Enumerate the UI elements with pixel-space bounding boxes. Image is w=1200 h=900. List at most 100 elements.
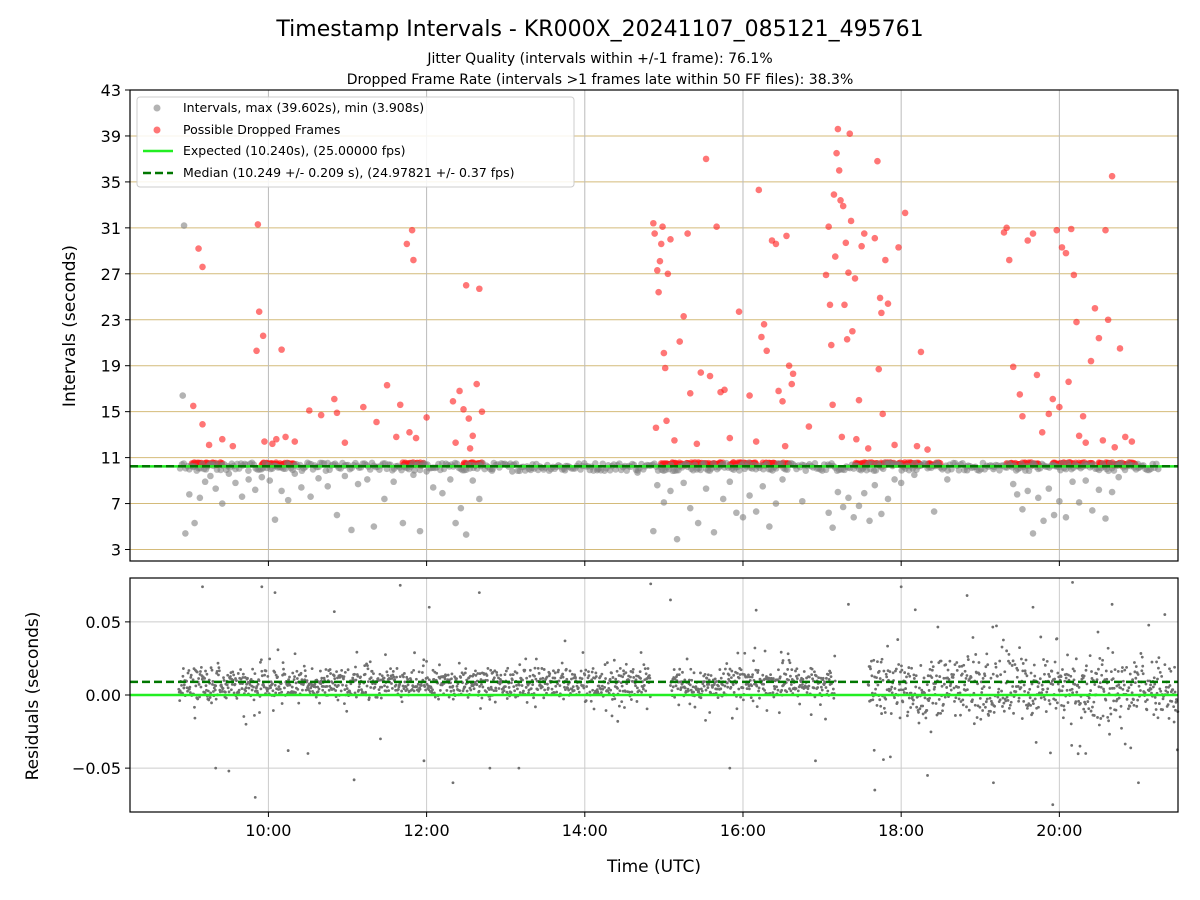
residual-point xyxy=(422,658,426,662)
residual-point xyxy=(1122,683,1126,687)
residual-point xyxy=(191,678,195,682)
interval-point xyxy=(897,479,905,487)
dropped-frame-point xyxy=(218,435,226,443)
dropped-frame-point xyxy=(772,240,780,248)
interval-point xyxy=(307,493,314,500)
residual-point xyxy=(210,668,214,672)
residual-point xyxy=(985,652,989,656)
residual-point xyxy=(248,683,252,686)
residual-point xyxy=(485,674,489,677)
dropped-frame-point xyxy=(843,335,851,343)
interval-point xyxy=(799,497,806,505)
residual-point xyxy=(242,715,246,718)
residual-point xyxy=(327,688,331,692)
residual-point xyxy=(493,669,497,673)
residual-point xyxy=(262,685,266,689)
residual-point xyxy=(325,674,329,678)
residual-point xyxy=(398,682,402,686)
residual-point xyxy=(829,675,833,678)
dropped-frame-point xyxy=(1108,172,1116,180)
residual-point xyxy=(1144,682,1148,686)
residual-point xyxy=(649,582,653,586)
residual-point xyxy=(947,678,951,681)
residual-point xyxy=(1098,657,1102,660)
residual-point xyxy=(938,675,942,678)
residual-point xyxy=(951,676,955,679)
residual-point xyxy=(450,672,454,676)
residual-point xyxy=(918,707,922,711)
residual-point xyxy=(313,685,317,689)
x-tick-label: 14:00 xyxy=(562,821,608,840)
residual-point xyxy=(1009,700,1013,704)
residual-point xyxy=(918,686,921,690)
residual-point xyxy=(197,677,201,680)
dropped-frame-point xyxy=(1087,357,1095,365)
residual-point xyxy=(617,704,621,708)
residual-point xyxy=(465,689,469,693)
dropped-frame-point xyxy=(1033,371,1041,379)
residual-point xyxy=(730,669,734,673)
residual-point xyxy=(286,691,290,694)
interval-point xyxy=(363,476,371,483)
residual-point xyxy=(606,689,610,693)
residual-point xyxy=(182,683,186,687)
residual-point xyxy=(903,671,907,674)
residual-point xyxy=(546,682,549,686)
residual-point xyxy=(880,657,884,661)
residual-point xyxy=(1062,708,1066,712)
residual-point xyxy=(767,676,771,680)
residual-point xyxy=(913,608,917,612)
interval-point xyxy=(930,508,938,515)
residual-point xyxy=(455,677,458,681)
interval-point xyxy=(779,476,786,483)
residual-point xyxy=(912,677,916,680)
residual-point xyxy=(1079,716,1083,720)
residual-point xyxy=(723,684,727,688)
residual-point xyxy=(907,666,911,669)
residual-point xyxy=(814,674,818,678)
residual-point xyxy=(990,699,993,703)
residual-point xyxy=(478,684,481,688)
residual-point xyxy=(697,688,701,691)
dropped-frame-point xyxy=(713,223,720,231)
residual-point xyxy=(1044,710,1048,713)
residual-point xyxy=(567,688,571,692)
residual-point xyxy=(1017,696,1021,700)
residual-point xyxy=(966,658,970,661)
residual-point xyxy=(527,691,530,695)
dropped-frame-point xyxy=(254,221,262,228)
residual-point xyxy=(983,674,987,678)
intervals-y-tick-label: 43 xyxy=(101,81,121,100)
residual-point xyxy=(969,675,973,679)
residual-point xyxy=(517,766,521,770)
residual-point xyxy=(1076,683,1080,687)
dropped-frame-point xyxy=(783,232,790,240)
interval-point xyxy=(872,467,880,474)
residual-point xyxy=(739,668,743,672)
residual-point xyxy=(823,681,827,685)
residual-point xyxy=(996,674,999,678)
residual-point xyxy=(250,688,254,692)
residual-point xyxy=(338,676,342,679)
dropped-frame-point xyxy=(667,236,674,243)
dropped-frame-point xyxy=(913,442,921,450)
dropped-frame-point xyxy=(846,130,854,137)
residual-point xyxy=(464,667,468,670)
residual-point xyxy=(1028,687,1032,691)
residual-point xyxy=(1121,688,1125,691)
residual-point xyxy=(996,695,1000,699)
residual-point xyxy=(1089,689,1093,692)
residual-point xyxy=(511,673,515,677)
residual-point xyxy=(332,687,336,691)
residual-point xyxy=(1151,685,1155,689)
residual-point xyxy=(475,683,479,687)
residual-point xyxy=(1104,698,1108,702)
residual-point xyxy=(1089,709,1093,713)
dropped-frame-point xyxy=(469,432,477,440)
residual-point xyxy=(288,675,291,679)
residual-point xyxy=(1158,687,1162,691)
residual-point xyxy=(699,671,702,675)
dropped-frame-point xyxy=(1095,334,1103,342)
interval-point xyxy=(911,471,918,479)
residual-point xyxy=(831,687,835,691)
